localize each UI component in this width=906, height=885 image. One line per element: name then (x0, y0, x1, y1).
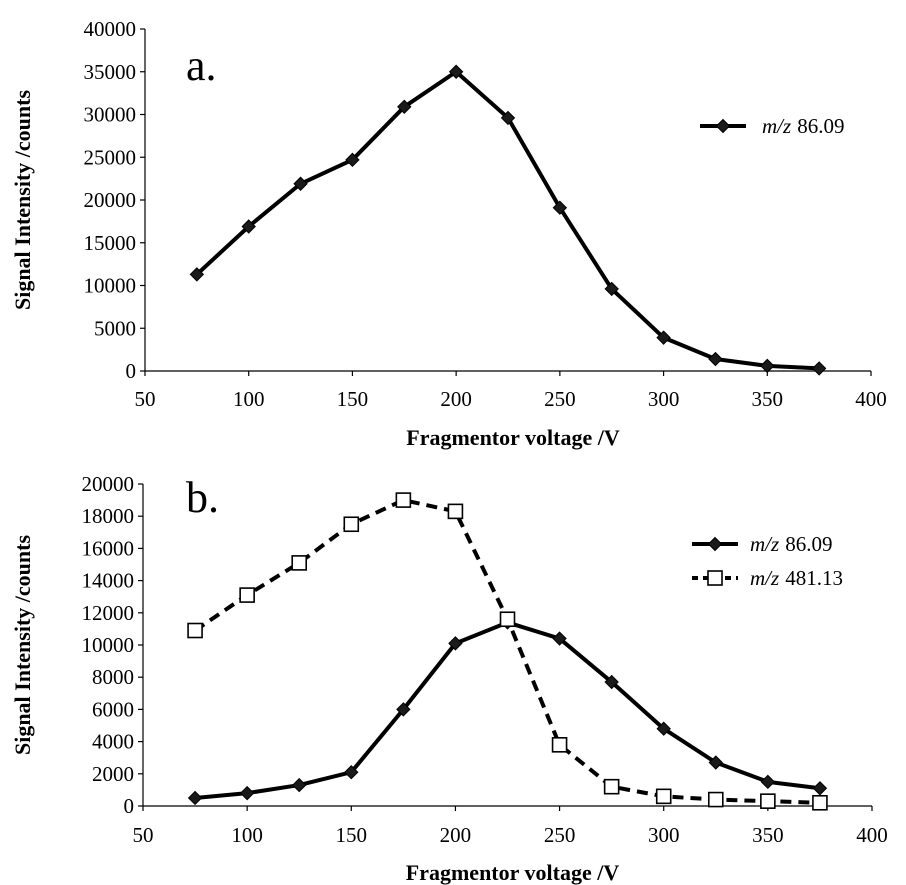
y-tick-label: 6000 (92, 697, 134, 721)
legend-label-value: 86.09 (797, 114, 844, 138)
data-point (345, 152, 360, 168)
legend-entry: m/z 86.09 (692, 532, 832, 556)
legend-label: m/z 481.13 (750, 566, 843, 590)
data-point (189, 267, 205, 282)
data-point (760, 774, 776, 790)
data-point (448, 64, 464, 79)
data-point (707, 791, 724, 808)
y-axis-title: Signal Intensity /counts (10, 535, 35, 755)
legend-label: m/z 86.09 (750, 532, 832, 556)
legend-entry: m/z 86.09 (700, 114, 844, 138)
data-point (447, 503, 464, 520)
data-point (708, 755, 723, 770)
data-point (552, 200, 568, 215)
x-tick-label: 300 (648, 823, 680, 847)
x-tick-label: 300 (648, 387, 680, 411)
y-tick-label: 14000 (82, 569, 135, 593)
x-tick-label: 250 (544, 387, 576, 411)
legend-label-prefix: m/z (750, 532, 779, 556)
data-point (656, 330, 671, 345)
data-point (500, 110, 516, 126)
data-point (396, 702, 411, 717)
y-tick-label: 25000 (84, 145, 137, 169)
y-tick-label: 12000 (82, 601, 135, 625)
y-tick-label: 35000 (84, 60, 137, 84)
y-tick-label: 10000 (82, 633, 135, 657)
data-point (760, 358, 775, 374)
y-tick-label: 20000 (84, 188, 137, 212)
y-tick-label: 15000 (84, 231, 137, 255)
data-point (551, 737, 568, 753)
y-tick-label: 16000 (82, 536, 135, 560)
y-tick-label: 2000 (92, 762, 134, 786)
x-tick-label: 250 (544, 823, 576, 847)
series-line-86.09 (193, 620, 822, 800)
legend-label-value: 86.09 (785, 532, 832, 556)
data-point (448, 636, 463, 651)
data-point (655, 788, 672, 805)
legend-label: m/z 86.09 (762, 114, 844, 138)
legend-label-prefix: m/z (750, 566, 779, 590)
x-tick-label: 150 (337, 387, 369, 411)
y-tick-label: 20000 (82, 472, 135, 496)
x-tick-label: 400 (855, 387, 887, 411)
data-point (293, 176, 308, 191)
data-point (239, 785, 255, 801)
y-tick-label: 5000 (94, 316, 136, 340)
legend-marker (707, 536, 723, 552)
x-tick-label: 400 (856, 823, 888, 847)
x-tick-label: 350 (752, 387, 784, 411)
x-tick-label: 200 (440, 823, 472, 847)
x-tick-label: 350 (752, 823, 784, 847)
legend-marker (715, 118, 731, 134)
panel-label: a. (186, 41, 217, 90)
y-tick-label: 0 (126, 359, 137, 383)
legend-label-value: 481.13 (785, 566, 843, 590)
data-point (552, 631, 567, 646)
data-point (397, 99, 412, 115)
panel-b: 0 2000 4000 6000 8000 10000 12000 14000 16000 180… (10, 472, 888, 885)
y-tick-label: 8000 (92, 665, 134, 689)
data-point (811, 361, 827, 376)
y-tick-label: 4000 (92, 730, 134, 754)
panel-label: b. (186, 473, 219, 522)
y-axis-title: Signal Intensity /counts (10, 90, 35, 310)
data-point (603, 778, 620, 795)
data-point (604, 281, 619, 297)
data-point (708, 351, 723, 367)
x-tick-label: 50 (135, 387, 156, 411)
panel-a: 0 5000 10000 15000 20000 25000 30000 35000 40000… (10, 17, 887, 450)
data-point (187, 790, 203, 806)
data-point (239, 587, 255, 603)
legend-label-prefix: m/z (762, 114, 791, 138)
y-tick-label: 30000 (84, 103, 137, 127)
data-point (241, 219, 256, 234)
x-axis-title: Fragmentor voltage /V (406, 860, 620, 885)
data-point (344, 764, 359, 780)
data-point (812, 794, 828, 811)
data-point (187, 622, 203, 639)
data-point (343, 516, 360, 533)
y-tick-label: 18000 (82, 504, 135, 528)
data-point (812, 781, 828, 796)
x-tick-label: 100 (233, 387, 265, 411)
x-axis-title: Fragmentor voltage /V (406, 425, 620, 450)
data-point (604, 674, 619, 690)
data-point (499, 611, 516, 628)
data-point (291, 555, 308, 571)
y-tick-label: 10000 (84, 274, 137, 298)
legend-marker (707, 570, 723, 586)
x-tick-label: 50 (133, 823, 154, 847)
data-point (760, 793, 776, 809)
x-tick-label: 150 (336, 823, 368, 847)
legend-entry: m/z 481.13 (692, 566, 843, 590)
x-tick-label: 200 (440, 387, 472, 411)
data-point (395, 492, 412, 508)
y-tick-label: 40000 (84, 17, 137, 41)
data-point (656, 721, 671, 736)
data-point (292, 777, 307, 793)
x-tick-label: 100 (231, 823, 263, 847)
y-tick-label: 0 (124, 794, 135, 818)
